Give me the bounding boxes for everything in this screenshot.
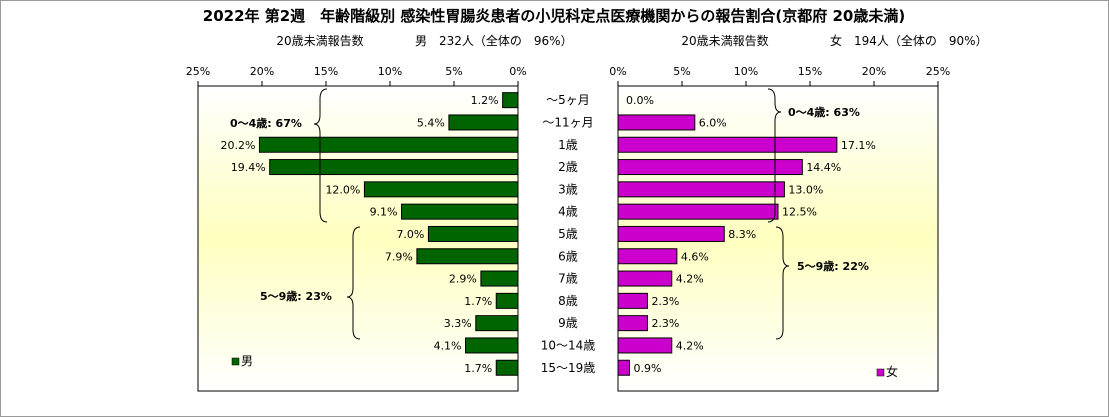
male-series: 1.2% 5.4% 20.2% 19.4% 12.0% 9.1% 7.0% 7.9% 2.9% 1… bbox=[220, 92, 519, 376]
category-label: 4歳 bbox=[558, 205, 578, 219]
male-x-tick-label: 25% bbox=[186, 65, 210, 78]
female-x-tick-label: 10% bbox=[734, 65, 758, 78]
male-data-label: 3.3% bbox=[444, 317, 472, 330]
male-x-tick-label: 0% bbox=[509, 65, 526, 78]
female-data-label: 4.2% bbox=[676, 273, 704, 286]
female-bar bbox=[617, 136, 838, 153]
male-header-value: 男 232人（全体の 96%） bbox=[415, 33, 573, 48]
female-x-tick-label: 15% bbox=[798, 65, 822, 78]
category-label: 3歳 bbox=[558, 182, 578, 196]
female-data-label: 4.6% bbox=[681, 250, 709, 263]
female-x-tick-label: 0% bbox=[609, 65, 626, 78]
female-data-label: 12.5% bbox=[782, 206, 817, 219]
male-data-label: 5.4% bbox=[417, 116, 445, 129]
category-label: 2歳 bbox=[558, 160, 578, 174]
male-x-tick-label: 10% bbox=[378, 65, 402, 78]
female-data-label: 2.3% bbox=[651, 317, 679, 330]
category-label: 8歳 bbox=[558, 294, 578, 308]
male-bracket-5-9 bbox=[346, 226, 361, 340]
male-data-label: 1.7% bbox=[464, 295, 492, 308]
female-x-axis: 0% 5% 10% 15% 20% 25% bbox=[609, 65, 950, 86]
female-bracket-5-9 bbox=[775, 226, 790, 340]
category-label: 6歳 bbox=[558, 249, 578, 263]
female-legend-label: 女 bbox=[886, 364, 898, 379]
female-x-tick-label: 5% bbox=[673, 65, 690, 78]
female-data-label: 2.3% bbox=[651, 295, 679, 308]
male-bar bbox=[401, 203, 519, 220]
male-data-label: 19.4% bbox=[231, 161, 266, 174]
female-bar bbox=[617, 225, 725, 242]
category-label: 1歳 bbox=[558, 138, 578, 152]
category-label: 15～19歳 bbox=[541, 361, 596, 375]
female-data-label: 0.0% bbox=[626, 94, 654, 107]
male-data-label: 20.2% bbox=[220, 139, 255, 152]
female-bar bbox=[617, 203, 779, 220]
male-bar bbox=[258, 136, 519, 153]
category-label: 7歳 bbox=[558, 272, 578, 286]
male-bar bbox=[448, 114, 519, 131]
female-data-label: 0.9% bbox=[634, 362, 662, 375]
female-legend-swatch bbox=[876, 368, 885, 377]
male-data-label: 1.2% bbox=[471, 94, 499, 107]
male-data-label: 12.0% bbox=[325, 183, 360, 196]
female-bar bbox=[617, 159, 803, 176]
male-data-label: 1.7% bbox=[464, 362, 492, 375]
male-x-tick-label: 15% bbox=[314, 65, 338, 78]
female-data-label: 13.0% bbox=[788, 183, 823, 196]
male-data-label: 7.0% bbox=[396, 228, 424, 241]
female-bar bbox=[617, 292, 648, 309]
female-x-tick-label: 20% bbox=[862, 65, 886, 78]
male-group-label-5-9: 5～9歳: 23% bbox=[260, 289, 332, 303]
female-group-label-0-4: 0～4歳: 63% bbox=[788, 105, 860, 119]
male-bar bbox=[465, 337, 519, 354]
category-label: ～11ヶ月 bbox=[542, 115, 593, 129]
male-legend-swatch bbox=[231, 357, 240, 366]
female-data-label: 6.0% bbox=[699, 116, 727, 129]
category-label: ～5ヶ月 bbox=[546, 93, 590, 107]
female-bar bbox=[617, 248, 678, 265]
female-header-value: 女 194人（全体の 90%） bbox=[830, 33, 988, 48]
category-label: 9歳 bbox=[558, 316, 578, 330]
male-data-label: 9.1% bbox=[370, 206, 398, 219]
male-bar bbox=[495, 292, 519, 309]
female-group-label-5-9: 5～9歳: 22% bbox=[797, 259, 869, 273]
male-bar bbox=[427, 225, 519, 242]
female-bar bbox=[617, 270, 673, 287]
male-bar bbox=[502, 92, 519, 109]
female-x-tick-label: 25% bbox=[926, 65, 950, 78]
male-bar bbox=[416, 248, 519, 265]
male-x-tick-label: 5% bbox=[445, 65, 462, 78]
female-data-label: 4.2% bbox=[676, 339, 704, 352]
male-data-label: 2.9% bbox=[449, 273, 477, 286]
chart-title: 2022年 第2週 年齢階級別 感染性胃腸炎患者の小児科定点医療機関からの報告割… bbox=[203, 7, 905, 25]
female-series: 0.0% 6.0% 17.1%14.4% 13.0% 12.5% 8.3% 4.6% 4.2%… bbox=[617, 94, 876, 376]
female-bracket-0-4 bbox=[767, 88, 782, 223]
male-data-label: 7.9% bbox=[385, 250, 413, 263]
category-axis: ～5ヶ月 ～11ヶ月 1歳 2歳 3歳 4歳 5歳 6歳 7歳 8歳 9歳 10～14歳 15～19歳 bbox=[541, 93, 596, 375]
female-bar bbox=[617, 337, 673, 354]
male-bar bbox=[363, 181, 519, 198]
male-bar bbox=[269, 159, 519, 176]
female-bar bbox=[617, 315, 648, 332]
category-label: 10～14歳 bbox=[541, 338, 596, 352]
male-x-axis: 0% 5% 10% 15% 20% 25% bbox=[186, 65, 527, 86]
female-header-label: 20歳未満報告数 bbox=[681, 33, 768, 48]
male-legend-label: 男 bbox=[241, 354, 253, 368]
female-data-label: 17.1% bbox=[841, 139, 876, 152]
male-bar bbox=[480, 270, 519, 287]
male-bar bbox=[495, 359, 519, 376]
male-bracket-0-4 bbox=[313, 88, 328, 223]
male-x-tick-label: 20% bbox=[250, 65, 274, 78]
male-data-label: 4.1% bbox=[434, 339, 462, 352]
female-data-label: 14.4% bbox=[806, 161, 841, 174]
male-group-label-0-4: 0～4歳: 67% bbox=[230, 116, 302, 130]
female-data-label: 8.3% bbox=[728, 228, 756, 241]
category-label: 5歳 bbox=[558, 227, 578, 241]
female-bar bbox=[617, 359, 631, 376]
male-header-label: 20歳未満報告数 bbox=[276, 33, 363, 48]
female-bar bbox=[617, 114, 696, 131]
male-bar bbox=[475, 315, 519, 332]
female-bar bbox=[617, 181, 785, 198]
